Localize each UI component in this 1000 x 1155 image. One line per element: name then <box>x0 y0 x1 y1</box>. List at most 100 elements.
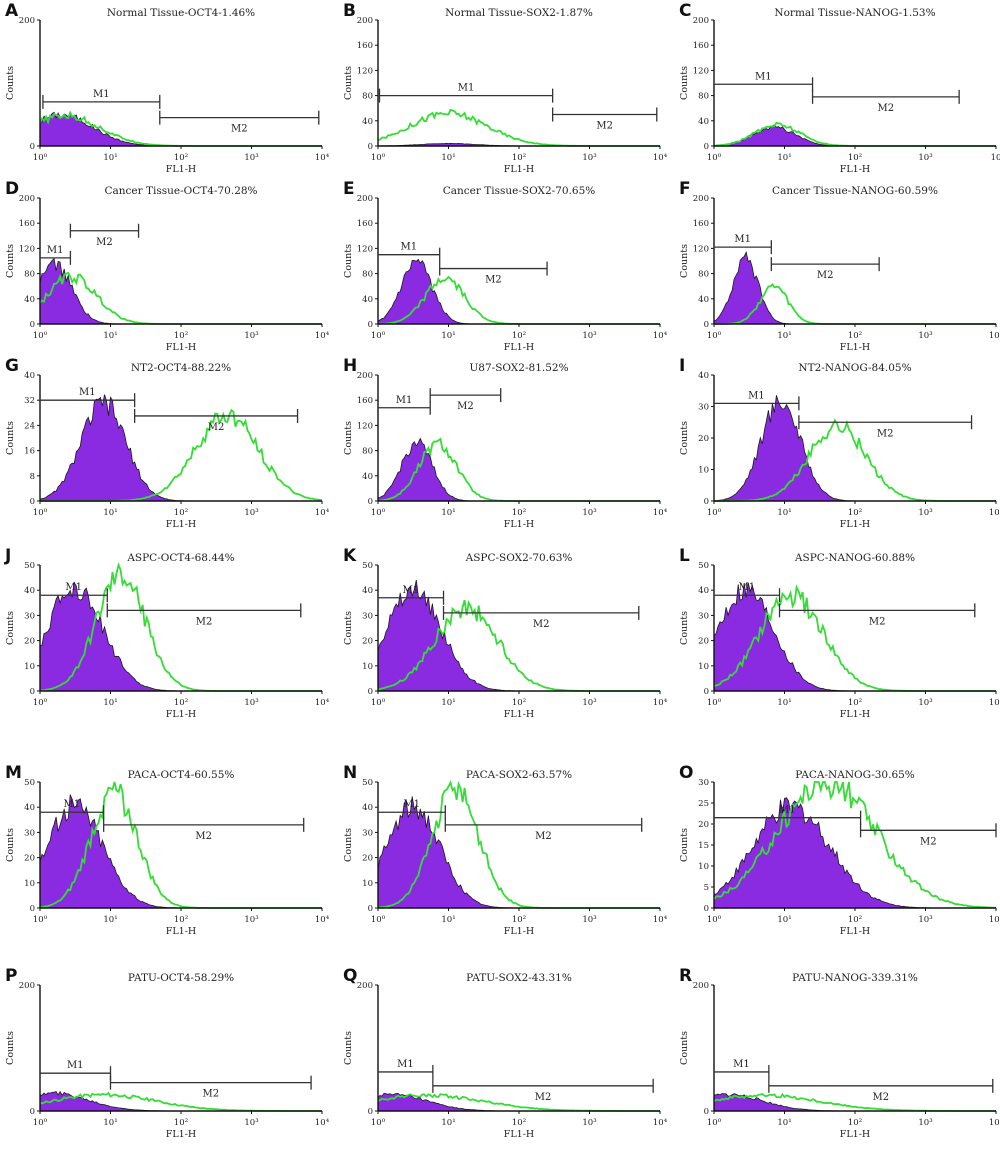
panel-c: C Normal Tissue-NANOG-1.53% 0 40 80 120 160 200… <box>679 1 1000 175</box>
panel-title: PATU-OCT4-58.29% <box>128 972 234 984</box>
marker-label: M1 <box>458 83 475 94</box>
panel-o: O PACA-NANOG-30.65% 0 5 10 15 20 25 30 10⁰ 10¹ 10² 1… <box>679 763 1000 937</box>
x-tick-label: 10² <box>848 1118 862 1128</box>
y-tick-label: 80 <box>362 270 373 280</box>
y-tick-label: 0 <box>704 142 709 152</box>
y-tick-label: 30 <box>698 778 709 788</box>
x-tick-label: 10² <box>848 331 862 341</box>
y-tick-label: 80 <box>24 270 35 280</box>
y-axis-label: Counts <box>5 828 16 862</box>
panel-letter: L <box>679 546 690 566</box>
x-tick-label: 10¹ <box>103 153 117 163</box>
x-axis-label: FL1-H <box>840 1129 870 1140</box>
y-axis-label: Counts <box>679 1031 690 1065</box>
x-axis-label: FL1-H <box>840 164 870 175</box>
y-tick-label: 120 <box>357 244 373 254</box>
y-tick-label: 40 <box>362 472 373 482</box>
panel-letter: R <box>679 966 692 986</box>
x-tick-label: 10³ <box>244 1118 258 1128</box>
x-tick-label: 10¹ <box>777 915 791 925</box>
x-tick-label: 10¹ <box>103 1118 117 1128</box>
y-tick-label: 0 <box>30 1107 35 1117</box>
y-tick-label: 0 <box>704 904 709 914</box>
x-tick-label: 10¹ <box>441 1118 455 1128</box>
x-tick-label: 10⁰ <box>707 915 722 925</box>
x-tick-label: 10² <box>512 153 526 163</box>
x-tick-label: 10⁴ <box>315 153 330 163</box>
panel-r: R PATU-NANOG-339.31% 0 200 10⁰ 10¹ 10² 10³ 10⁴ FL… <box>679 966 1000 1140</box>
x-tick-label: 10¹ <box>441 698 455 708</box>
marker-label: M2 <box>869 616 886 627</box>
y-tick-label: 0 <box>30 320 35 330</box>
x-tick-label: 10⁰ <box>371 153 386 163</box>
y-tick-label: 40 <box>362 586 373 596</box>
y-tick-label: 40 <box>24 295 35 305</box>
y-tick-label: 20 <box>24 854 35 864</box>
panel-letter: Q <box>343 966 357 986</box>
isotype-histogram <box>713 124 996 147</box>
x-tick-label: 10³ <box>918 508 932 518</box>
x-tick-label: 10³ <box>918 153 932 163</box>
x-tick-label: 10² <box>848 915 862 925</box>
panel-h: H U87-SOX2-81.52% 0 40 80 120 160 200 10⁰ 10¹ 10² 1… <box>343 356 668 530</box>
panel-title: PATU-NANOG-339.31% <box>792 972 918 984</box>
y-tick-label: 200 <box>357 981 373 991</box>
y-tick-label: 0 <box>704 687 709 697</box>
panel-letter: D <box>5 179 19 199</box>
y-tick-label: 200 <box>693 16 709 26</box>
x-axis-label: FL1-H <box>166 164 196 175</box>
panel-letter: A <box>5 1 19 21</box>
y-tick-label: 0 <box>368 497 373 507</box>
y-tick-label: 30 <box>698 611 709 621</box>
x-tick-label: 10² <box>512 508 526 518</box>
marker-label: M2 <box>202 1089 219 1100</box>
x-tick-label: 10² <box>174 331 188 341</box>
marker-label: M2 <box>596 121 613 132</box>
panel-letter: K <box>343 546 357 566</box>
x-tick-label: 10⁰ <box>707 1118 722 1128</box>
y-tick-label: 160 <box>19 219 35 229</box>
y-tick-label: 30 <box>698 403 709 413</box>
y-axis-label: Counts <box>5 244 16 278</box>
panel-p: P PATU-OCT4-58.29% 0 200 10⁰ 10¹ 10² 10³ 10⁴ FL1-… <box>5 966 330 1140</box>
y-tick-label: 0 <box>30 904 35 914</box>
panel-letter: C <box>679 1 691 21</box>
x-tick-label: 10⁴ <box>315 1118 330 1128</box>
panel-title: NT2-OCT4-88.22% <box>131 362 231 374</box>
isotype-histogram <box>39 257 322 325</box>
y-axis-label: Counts <box>5 611 16 645</box>
y-tick-label: 10 <box>362 662 373 672</box>
panel-i: I NT2-NANOG-84.05% 0 10 20 30 40 10⁰ 10¹ 10² 10³ 10… <box>679 356 1000 530</box>
marker-label: M2 <box>96 237 113 248</box>
y-tick-label: 50 <box>24 561 35 571</box>
y-axis-label: Counts <box>5 1031 16 1065</box>
marker-label: M2 <box>535 1092 552 1103</box>
x-tick-label: 10² <box>848 698 862 708</box>
x-tick-label: 10² <box>174 915 188 925</box>
marker-label: M2 <box>457 401 474 412</box>
y-tick-label: 30 <box>362 611 373 621</box>
isotype-histogram <box>39 794 322 909</box>
panel-title: Normal Tissue-NANOG-1.53% <box>774 7 935 19</box>
isotype-histogram <box>39 394 322 502</box>
x-axis-label: FL1-H <box>840 709 870 720</box>
x-tick-label: 10⁴ <box>315 331 330 341</box>
x-tick-label: 10¹ <box>441 331 455 341</box>
y-tick-label: 160 <box>693 41 709 51</box>
x-tick-label: 10³ <box>582 331 596 341</box>
y-tick-label: 160 <box>693 219 709 229</box>
stained-histogram <box>713 781 996 909</box>
isotype-histogram <box>39 581 322 692</box>
y-axis-label: Counts <box>679 66 690 100</box>
x-axis-label: FL1-H <box>166 342 196 353</box>
marker-label: M1 <box>738 582 755 593</box>
y-axis-label: Counts <box>679 828 690 862</box>
y-axis-label: Counts <box>5 66 16 100</box>
x-axis-label: FL1-H <box>504 1129 534 1140</box>
y-axis-label: Counts <box>679 421 690 455</box>
panel-letter: B <box>343 1 356 21</box>
x-tick-label: 10¹ <box>777 1118 791 1128</box>
x-tick-label: 10¹ <box>777 331 791 341</box>
x-tick-label: 10¹ <box>777 153 791 163</box>
